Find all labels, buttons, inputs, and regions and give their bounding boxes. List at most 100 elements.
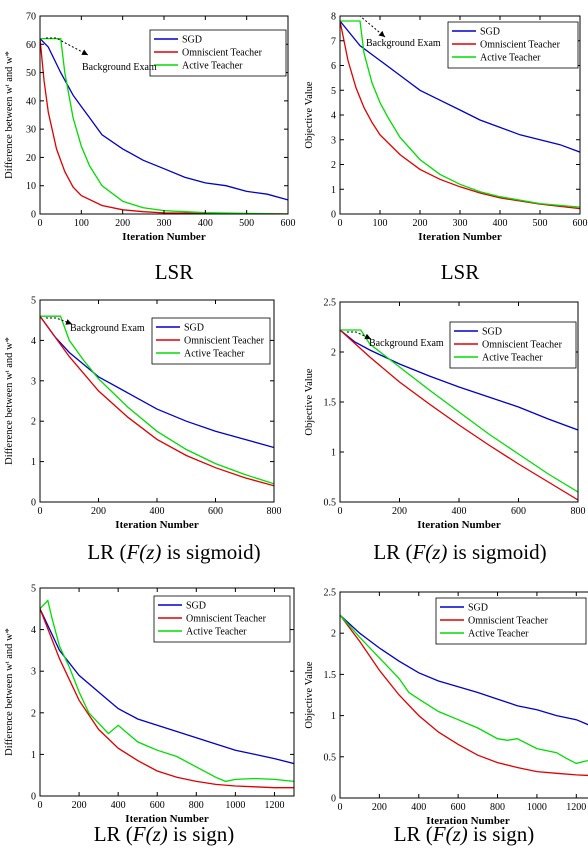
series-line-omniscient-teacher: [40, 608, 294, 789]
x-tick-label: 500: [239, 218, 254, 229]
x-tick-label: 400: [493, 218, 508, 229]
legend: SGD Omniscient Teacher Active Teacher: [153, 595, 291, 643]
y-tick-label: 7: [331, 36, 336, 47]
y-tick-label: 5: [31, 584, 36, 595]
x-tick-label: 100: [74, 218, 89, 229]
y-tick-label: 2: [31, 708, 36, 719]
y-tick-label: 3: [31, 376, 36, 387]
x-tick-label: 300: [453, 218, 468, 229]
series-line-omniscient-teacher: [340, 329, 578, 501]
annotation-arrow: [46, 37, 89, 56]
y-axis-label: Difference between wᵗ and w*: [4, 337, 15, 465]
y-tick-label: 2.5: [324, 588, 337, 599]
legend: SGD Omniscient Teacher Active Teacher: [435, 597, 587, 645]
y-tick-label: 2: [331, 348, 336, 359]
x-tick-label: 500: [533, 218, 548, 229]
plot-frame: [39, 587, 295, 797]
y-tick-label: 0: [31, 498, 36, 509]
y-tick-label: 1: [31, 457, 36, 468]
y-tick-label: 70: [26, 12, 36, 23]
annotation-arrow: [347, 331, 372, 340]
x-tick-label: 0: [38, 218, 43, 229]
annotation-label: Background Exam: [369, 338, 444, 349]
series-line-omniscient-teacher: [340, 20, 580, 210]
series-line-sgd: [340, 20, 580, 153]
x-tick-label: 1200: [566, 802, 586, 813]
caption-sigmoid-right: LR (F(z) is sigmoid): [373, 540, 547, 564]
series-line-sgd: [40, 315, 274, 449]
x-axis-label: Iteration Number: [125, 813, 209, 825]
y-tick-label: 2.5: [324, 298, 337, 309]
legend-label: Omniscient Teacher: [182, 48, 263, 59]
y-tick-label: 60: [26, 40, 36, 51]
y-tick-label: 2: [31, 417, 36, 428]
x-tick-label: 800: [571, 506, 586, 517]
x-tick-label: 400: [452, 506, 467, 517]
annotation-arrow: [347, 15, 386, 38]
x-tick-label: 600: [150, 800, 165, 811]
legend-label: Active Teacher: [182, 61, 243, 72]
x-tick-label: 300: [157, 218, 172, 229]
legend-label: SGD: [468, 603, 488, 614]
x-tick-label: 400: [111, 800, 126, 811]
x-axis-label: Iteration Number: [115, 519, 199, 531]
legend-label: Omniscient Teacher: [468, 616, 549, 627]
annotation-label: Background Exam: [82, 62, 157, 73]
y-tick-label: 1: [331, 185, 336, 196]
y-tick-label: 6: [331, 61, 336, 72]
x-tick-label: 200: [72, 800, 87, 811]
x-tick-label: 400: [198, 218, 213, 229]
x-tick-label: 100: [373, 218, 388, 229]
x-tick-label: 600: [451, 802, 466, 813]
x-axis-label: Iteration Number: [122, 231, 206, 243]
x-tick-label: 1200: [264, 800, 284, 811]
y-tick-label: 4: [331, 111, 336, 122]
legend: SGD Omniscient Teacher Active Teacher: [151, 317, 271, 365]
x-axis-label: Iteration Number: [418, 231, 502, 243]
x-tick-label: 400: [411, 802, 426, 813]
y-tick-label: 1.5: [324, 398, 337, 409]
y-tick-label: 1: [331, 448, 336, 459]
y-tick-label: 4: [31, 625, 36, 636]
y-tick-label: 50: [26, 68, 36, 79]
x-tick-label: 800: [490, 802, 505, 813]
x-tick-label: 800: [267, 506, 282, 517]
chart-panel-2: 0 100 200 300 400 500 600 0 1 2 3 4 5 6 7 8 Iteration Nu…: [304, 12, 588, 244]
legend-label: Active Teacher: [186, 627, 247, 638]
series-line-omniscient-teacher: [40, 315, 274, 487]
y-tick-label: 3: [31, 667, 36, 678]
chart-panel-6: 0 200 400 600 800 1000 1200 0 0.5 1 1.5 2 2.5 Iterati…: [304, 588, 588, 827]
series-line-active-teacher: [340, 20, 580, 208]
series-line-sgd: [340, 614, 588, 726]
annotation-label: Background Exam: [366, 38, 441, 49]
legend: SGD Omniscient Teacher Active Teacher: [149, 29, 287, 77]
y-axis-label: Objective Value: [304, 368, 315, 435]
legend-label: SGD: [186, 601, 206, 612]
legend-label: SGD: [480, 27, 500, 38]
chart-panel-3: 0 200 400 600 800 0 1 2 3 4 5 Iteration Number Diffe…: [4, 296, 282, 532]
legend-label: SGD: [182, 35, 202, 46]
x-tick-label: 0: [38, 506, 43, 517]
x-axis-label: Iteration Number: [426, 815, 510, 827]
legend-label: Active Teacher: [468, 629, 529, 640]
legend-label: SGD: [482, 327, 502, 338]
chart-panel-5: 0 200 400 600 800 1000 1200 0 1 2 3 4 5 Iteration Num…: [4, 584, 295, 825]
y-tick-label: 0.5: [324, 498, 337, 509]
x-tick-label: 200: [413, 218, 428, 229]
legend-label: SGD: [184, 323, 204, 334]
caption-lsr-left: LSR: [154, 260, 194, 284]
plot-frame: [339, 591, 588, 799]
y-tick-label: 2: [331, 629, 336, 640]
chart-panel-1: 0 100 200 300 400 500 600 0 10 20 30 40 50 60 70 Iterat…: [4, 12, 296, 244]
y-tick-label: 3: [331, 135, 336, 146]
x-tick-label: 600: [573, 218, 588, 229]
y-tick-label: 0: [331, 794, 336, 805]
x-tick-label: 600: [208, 506, 223, 517]
legend-label: Omniscient Teacher: [184, 336, 265, 347]
series-line-active-teacher: [340, 614, 588, 765]
y-tick-label: 0: [31, 210, 36, 221]
series-line-active-teacher: [40, 315, 274, 485]
x-tick-label: 800: [189, 800, 204, 811]
y-tick-label: 1.5: [324, 670, 337, 681]
y-axis-label: Objective Value: [304, 81, 315, 148]
